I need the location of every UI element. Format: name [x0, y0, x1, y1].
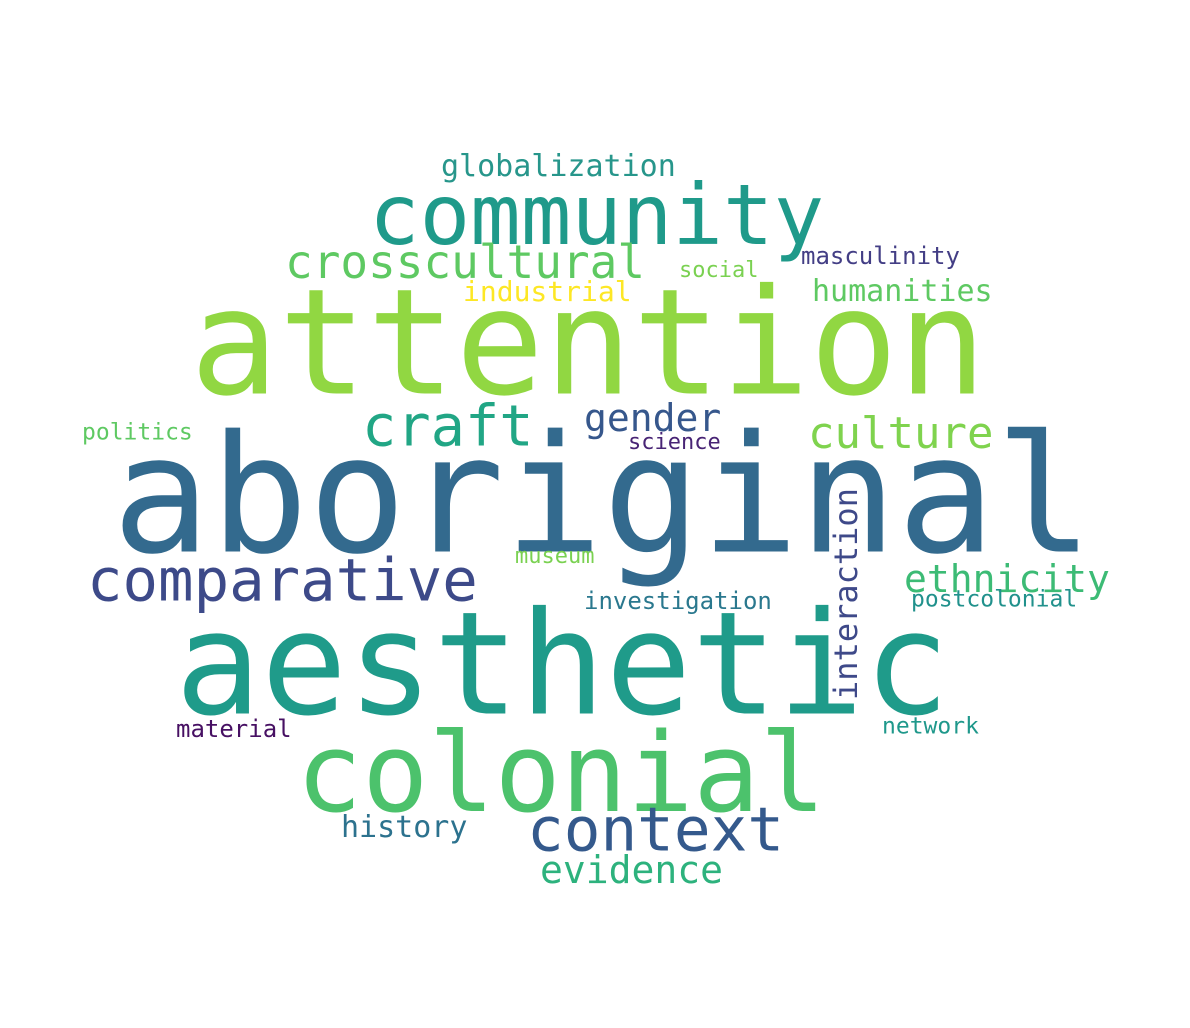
word-context: context: [527, 794, 785, 866]
word-comparative: comparative: [87, 545, 478, 615]
word-social: social: [679, 258, 759, 283]
word-industrial: industrial: [463, 275, 632, 308]
word-humanities: humanities: [812, 274, 993, 309]
word-museum: museum: [515, 544, 595, 569]
word-history: history: [341, 810, 468, 845]
word-crosscultural: crosscultural: [285, 235, 646, 289]
word-interaction: interaction: [826, 488, 865, 700]
word-science: science: [628, 430, 721, 455]
word-craft: craft: [362, 393, 534, 460]
word-network: network: [882, 713, 979, 740]
word-aboriginal: aboriginal: [112, 401, 1094, 591]
word-material: material: [176, 715, 292, 743]
word-attention: attention: [190, 257, 987, 429]
word-ethnicity: ethnicity: [904, 557, 1110, 601]
word-masculinity: masculinity: [801, 242, 960, 270]
word-culture: culture: [808, 408, 994, 459]
word-globalization: globalization: [441, 149, 676, 184]
word-colonial: colonial: [296, 709, 826, 837]
word-postcolonial: postcolonial: [911, 586, 1078, 613]
word-evidence: evidence: [540, 848, 724, 892]
word-community: community: [369, 166, 825, 264]
word-gender: gender: [584, 396, 722, 440]
word-aesthetic: aesthetic: [175, 580, 950, 748]
word-investigation: investigation: [584, 587, 772, 615]
word-politics: politics: [82, 419, 193, 446]
